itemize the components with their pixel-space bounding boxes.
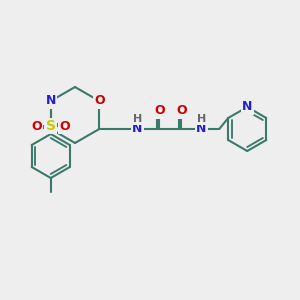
Text: O: O: [154, 104, 165, 118]
Text: O: O: [176, 104, 187, 118]
Text: N: N: [196, 122, 206, 136]
Text: O: O: [59, 119, 70, 133]
Text: N: N: [132, 122, 142, 136]
Text: S: S: [46, 119, 56, 133]
Text: O: O: [94, 94, 105, 107]
Text: N: N: [46, 94, 56, 107]
Text: H: H: [133, 114, 142, 124]
Text: H: H: [196, 114, 206, 124]
Text: N: N: [242, 100, 252, 113]
Text: O: O: [32, 119, 42, 133]
